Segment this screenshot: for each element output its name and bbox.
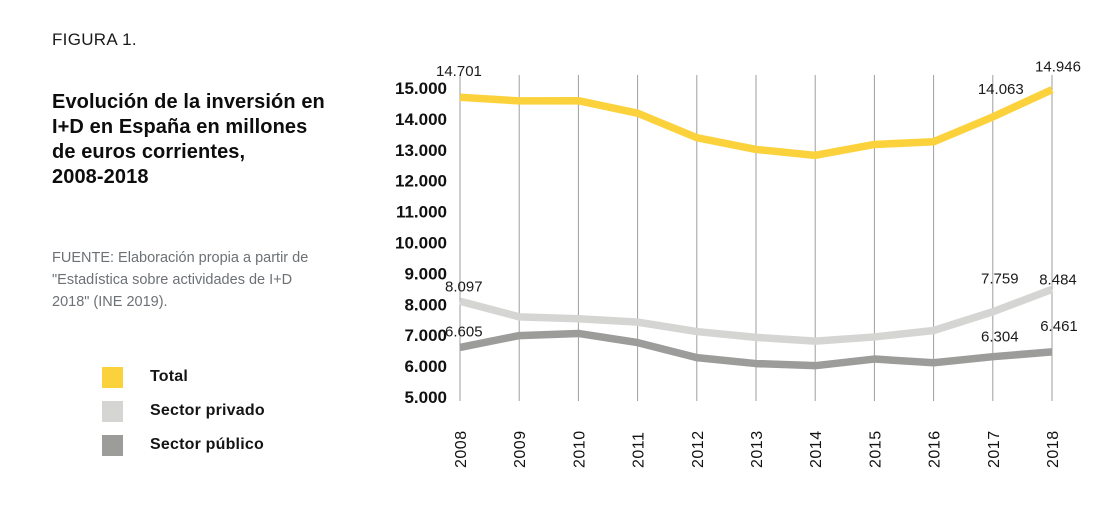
x-axis-labels: 2008 2009 2010 2011 2012 2013 2014 2015 2016 2017…: [453, 430, 1062, 468]
figure-title-line-3: de euros corrientes,: [52, 141, 246, 163]
y-tick-14.000: 14.000: [395, 110, 447, 129]
y-tick-5.000: 5.000: [404, 388, 447, 407]
figure-title-line-2: I+D en España en millones: [52, 116, 308, 138]
point-label-7.759: 7.759: [981, 271, 1019, 288]
x-tick-2018: 2018: [1045, 430, 1062, 468]
point-label-6.605: 6.605: [445, 323, 483, 340]
x-tick-2011: 2011: [631, 432, 648, 468]
y-tick-9.000: 9.000: [404, 264, 447, 283]
x-tick-2013: 2013: [749, 430, 766, 468]
series-line-sector-público: [459, 329, 1053, 370]
legend-label-sector-privado: Sector privado: [150, 402, 265, 419]
figure-source-line-2: "Estadística sobre actividades de I+D: [52, 272, 293, 288]
figure-source-line-3: 2018" (INE 2019).: [52, 294, 168, 310]
point-label-8.097: 8.097: [445, 278, 483, 295]
figure-source-line-1: FUENTE: Elaboración propia a partir de: [52, 250, 309, 266]
x-tick-2008: 2008: [453, 430, 470, 468]
figure-source: FUENTE: Elaboración propia a partir de "…: [52, 247, 308, 313]
y-tick-8.000: 8.000: [404, 295, 447, 314]
legend-item-sector-privado: Sector privado: [102, 400, 265, 422]
legend-label-total: Total: [150, 368, 189, 385]
chart-legend: Total Sector privado Sector público: [102, 366, 265, 468]
point-label-14.063: 14.063: [978, 81, 1024, 98]
x-tick-2015: 2015: [867, 430, 884, 468]
legend-swatch-total: [102, 366, 123, 388]
point-label-8.484: 8.484: [1039, 271, 1077, 288]
legend-swatch-sector-privado: [102, 400, 123, 422]
x-tick-2014: 2014: [808, 430, 825, 468]
series-line-total: [459, 86, 1054, 160]
x-tick-2010: 2010: [571, 430, 588, 468]
point-labels: 14.701 14.063 14.946 8.097 7.759 8.484 6.605 6.…: [436, 59, 1081, 346]
figure-label: FIGURA 1.: [52, 30, 137, 49]
y-tick-15.000: 15.000: [395, 79, 447, 98]
figure-title: Evolución de la inversión en I+D en Espa…: [52, 90, 325, 190]
y-tick-11.000: 11.000: [396, 203, 447, 222]
y-axis-labels: 15.000 14.000 13.000 12.000 11.000 10.000 9.00…: [395, 79, 447, 407]
legend-item-total: Total: [102, 366, 265, 388]
y-tick-10.000: 10.000: [395, 234, 447, 253]
series-line-sector-privado: [459, 285, 1054, 345]
legend-item-sector-publico: Sector público: [102, 434, 265, 456]
y-tick-12.000: 12.000: [395, 172, 447, 191]
point-label-14.701: 14.701: [436, 63, 482, 80]
x-tick-2012: 2012: [690, 430, 707, 468]
figure-title-line-1: Evolución de la inversión en: [52, 91, 325, 113]
gridlines: [459, 75, 1053, 401]
legend-swatch-sector-publico: [102, 434, 123, 456]
legend-label-sector-publico: Sector público: [150, 436, 264, 453]
figure-title-line-4: 2008-2018: [52, 166, 149, 188]
series-lines: [459, 86, 1054, 370]
y-tick-7.000: 7.000: [404, 326, 447, 345]
point-label-6.304: 6.304: [981, 329, 1019, 346]
y-tick-6.000: 6.000: [404, 357, 447, 376]
y-tick-13.000: 13.000: [395, 141, 447, 160]
x-tick-2016: 2016: [927, 430, 944, 468]
point-label-6.461: 6.461: [1040, 318, 1078, 335]
x-tick-2009: 2009: [512, 430, 529, 468]
point-label-14.946: 14.946: [1035, 59, 1081, 76]
x-tick-2017: 2017: [986, 430, 1003, 468]
